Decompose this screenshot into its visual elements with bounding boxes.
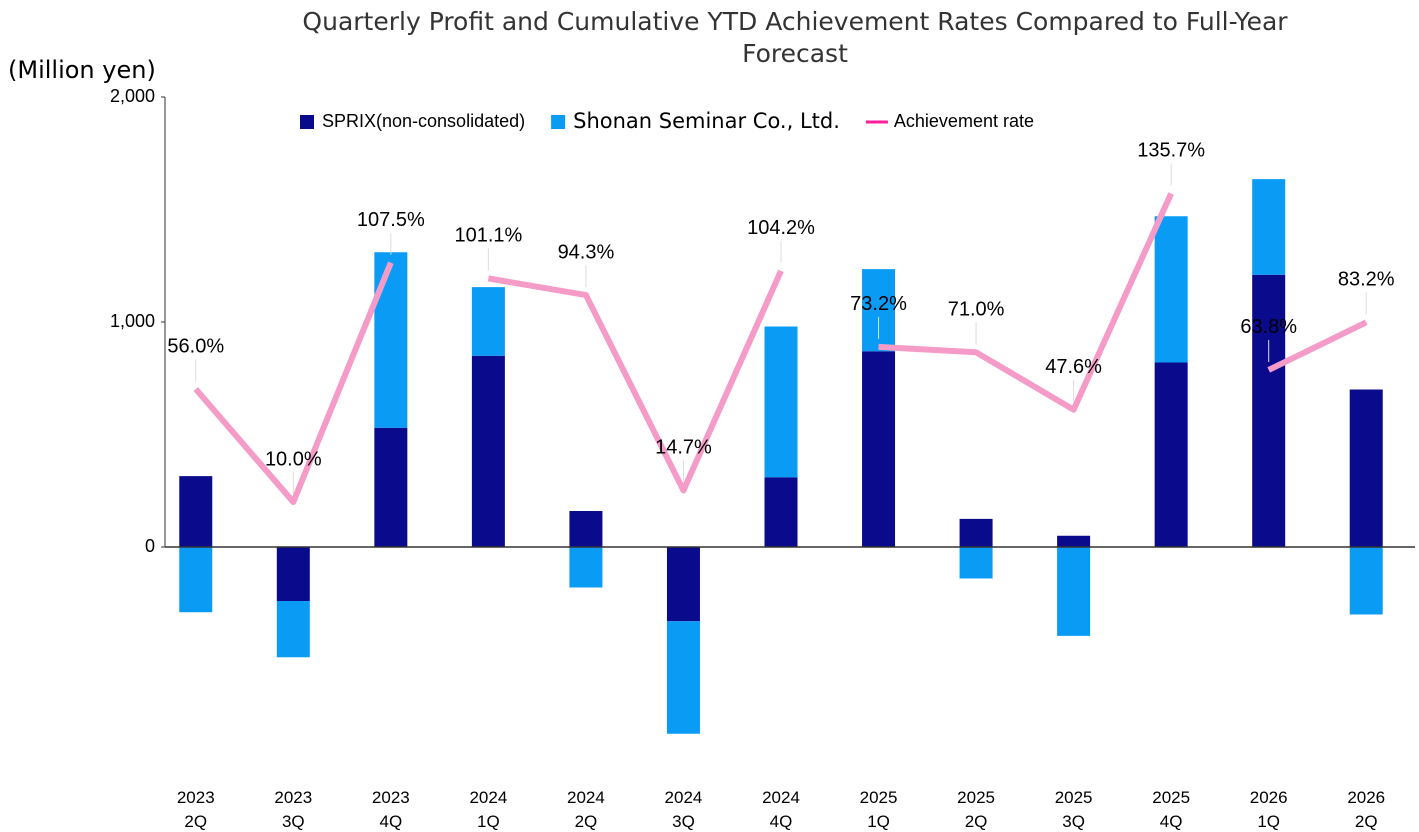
data-label: 83.2% bbox=[1338, 269, 1395, 291]
bar bbox=[764, 326, 798, 478]
data-label: 56.0% bbox=[167, 335, 224, 357]
data-label: 73.2% bbox=[850, 293, 907, 315]
bar bbox=[569, 511, 603, 547]
x-tick-label: 2024 3Q bbox=[665, 788, 703, 831]
bar bbox=[374, 427, 408, 547]
bar bbox=[471, 287, 505, 356]
bar bbox=[862, 351, 896, 547]
bar bbox=[1057, 535, 1091, 547]
bar bbox=[569, 547, 603, 588]
data-label: 10.0% bbox=[265, 448, 322, 470]
data-label: 71.0% bbox=[948, 299, 1005, 321]
bar bbox=[1057, 547, 1091, 636]
x-tick-label: 2025 3Q bbox=[1055, 788, 1093, 831]
x-tick-label: 2025 1Q bbox=[860, 788, 898, 831]
legend-swatch bbox=[300, 115, 314, 129]
line bbox=[193, 192, 1368, 505]
bar bbox=[276, 601, 310, 658]
x-tick-label: 2024 2Q bbox=[567, 788, 605, 831]
legend-label: Shonan Seminar Co., Ltd. bbox=[573, 109, 840, 133]
legend-swatch bbox=[551, 115, 566, 129]
y-axis-label: (Million yen) bbox=[8, 56, 156, 84]
bar bbox=[1154, 362, 1188, 547]
x-tick-label: 2026 1Q bbox=[1250, 788, 1288, 831]
bar bbox=[764, 477, 798, 547]
legend-label: SPRIX(non-consolidated) bbox=[322, 111, 525, 131]
bar bbox=[1252, 179, 1286, 275]
data-label: 107.5% bbox=[357, 209, 425, 231]
x-tick-label: 2023 4Q bbox=[372, 788, 410, 831]
y-tick-label: 1,000 bbox=[110, 311, 155, 331]
x-tick-label: 2025 4Q bbox=[1152, 788, 1190, 831]
bar bbox=[666, 547, 700, 622]
data-label: 101.1% bbox=[454, 225, 522, 247]
x-tick-label: 2026 2Q bbox=[1347, 788, 1385, 831]
bar bbox=[959, 547, 993, 579]
bar bbox=[959, 518, 993, 547]
y-tick-label: 0 bbox=[145, 536, 155, 556]
x-tick-label: 2024 1Q bbox=[469, 788, 507, 831]
bar bbox=[276, 547, 310, 601]
bar bbox=[471, 355, 505, 547]
bar bbox=[374, 252, 408, 428]
data-label: 104.2% bbox=[747, 217, 815, 239]
x-tick-label: 2023 3Q bbox=[274, 788, 312, 831]
x-tick-label: 2024 4Q bbox=[762, 788, 800, 831]
data-label: 47.6% bbox=[1045, 356, 1102, 378]
x-tick-label: 2025 2Q bbox=[957, 788, 995, 831]
data-label: 63.8% bbox=[1240, 316, 1297, 338]
bar bbox=[666, 621, 700, 734]
bar bbox=[1349, 547, 1383, 615]
data-label: 135.7% bbox=[1137, 140, 1205, 162]
bar bbox=[1154, 216, 1188, 363]
legend-label: Achievement rate bbox=[894, 111, 1034, 131]
bar bbox=[1349, 389, 1383, 547]
bar bbox=[179, 476, 213, 547]
x-tick-label: 2023 2Q bbox=[177, 788, 215, 831]
bar bbox=[1252, 274, 1286, 547]
y-tick-label: 2,000 bbox=[110, 86, 155, 106]
data-label: 14.7% bbox=[655, 437, 712, 459]
bar bbox=[179, 547, 213, 613]
chart-title: Quarterly Profit and Cumulative YTD Achi… bbox=[302, 7, 1288, 68]
data-label: 94.3% bbox=[558, 241, 615, 263]
